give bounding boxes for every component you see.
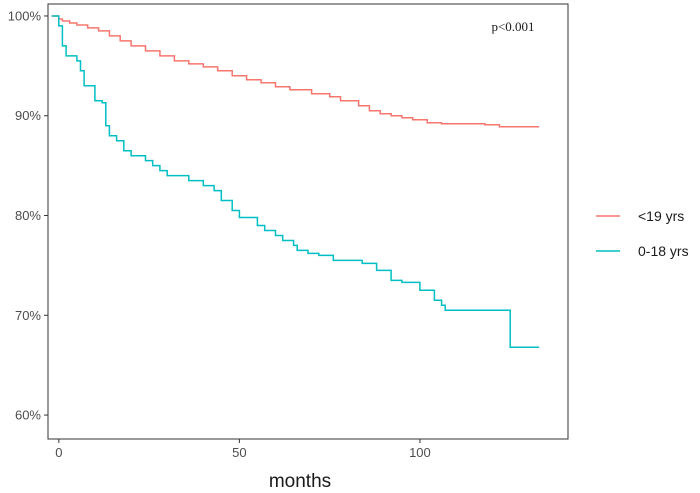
y-tick-label: 90% [15,108,41,123]
y-axis: 60% 70% 80% 90% 100% [8,8,48,423]
y-tick-label: 70% [15,308,41,323]
y-tick-label: 80% [15,208,41,223]
series-line [51,15,540,348]
p-value-annotation: p<0.001 [491,19,534,34]
series-line [51,15,540,128]
x-axis-title: months [269,471,331,492]
legend-label: 0-18 yrs [638,243,689,259]
x-axis: 0 50 100 [55,439,431,460]
x-tick-label: 50 [232,445,246,460]
plot-panel [47,3,569,440]
x-tick-label: 100 [409,445,431,460]
y-tick-label: 100% [8,8,42,23]
y-tick-label: 60% [15,408,41,423]
x-tick-label: 0 [55,445,62,460]
series-layer [51,15,540,348]
legend-label: <19 yrs [638,208,684,224]
legend: <19 yrs 0-18 yrs [596,208,689,259]
